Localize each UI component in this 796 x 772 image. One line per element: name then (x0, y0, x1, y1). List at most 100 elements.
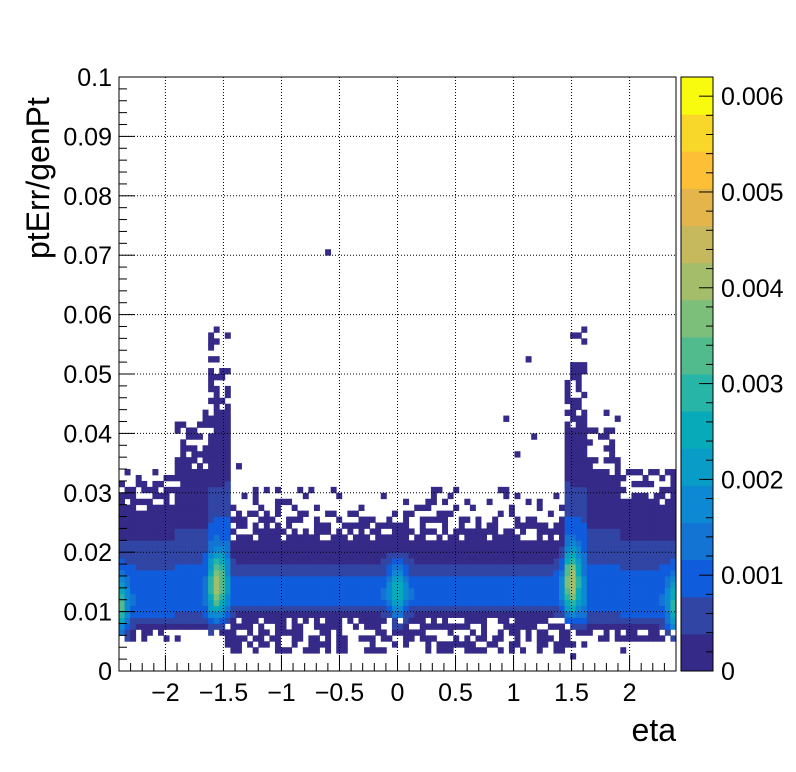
heatmap-cell (330, 510, 337, 517)
heatmap-cell (497, 575, 504, 583)
heatmap-cell (648, 593, 655, 601)
heatmap-cell (536, 641, 543, 648)
heatmap-cell (436, 570, 443, 577)
heatmap-cell (146, 599, 153, 607)
heatmap-cell (637, 469, 643, 476)
heatmap-cell (191, 528, 198, 535)
heatmap-cell (486, 552, 493, 559)
heatmap-cell (564, 451, 571, 458)
heatmap-cell (286, 516, 293, 523)
heatmap-cell (419, 534, 426, 541)
heatmap-cell (403, 546, 410, 553)
heatmap-cell (453, 635, 460, 642)
heatmap-cell (664, 469, 671, 476)
heatmap-cell (631, 558, 638, 565)
heatmap-cell (269, 617, 276, 624)
heatmap-cell (202, 599, 209, 607)
heatmap-cell (308, 599, 315, 607)
heatmap-cell (397, 593, 404, 601)
heatmap-cell (130, 617, 137, 624)
heatmap-cell (230, 504, 237, 512)
heatmap-cell (291, 611, 298, 618)
heatmap-cell (469, 599, 476, 607)
heatmap-cell (180, 552, 187, 559)
heatmap-cell (319, 540, 326, 547)
heatmap-cell (152, 617, 159, 624)
heatmap-cell (464, 587, 471, 595)
heatmap-cell (380, 575, 387, 583)
heatmap-cell (653, 546, 660, 553)
heatmap-cell (670, 498, 677, 506)
heatmap-cell (196, 433, 203, 440)
heatmap-cell (592, 486, 599, 494)
heatmap-cell (598, 635, 604, 642)
heatmap-cell (386, 540, 393, 547)
heatmap-cell (419, 593, 426, 601)
heatmap-cell (252, 540, 259, 547)
heatmap-cell (263, 599, 270, 607)
heatmap-cell (648, 498, 655, 506)
heatmap-cell (564, 617, 571, 624)
heatmap-cell (603, 492, 610, 500)
heatmap-cell (202, 415, 209, 422)
heatmap-cell (347, 599, 354, 607)
heatmap-cell (219, 617, 226, 624)
heatmap-cell (598, 474, 604, 482)
heatmap-cell (653, 605, 660, 612)
heatmap-cell (464, 564, 471, 571)
y-tick-label: 0.09 (63, 123, 112, 151)
heatmap-cell (620, 552, 627, 559)
heatmap-cell (458, 570, 465, 577)
heatmap-cell (586, 552, 593, 559)
heatmap-cell (163, 546, 170, 553)
heatmap-cell (169, 504, 176, 512)
heatmap-cell (614, 492, 621, 500)
heatmap-cell (146, 623, 153, 630)
heatmap-cell (247, 605, 254, 612)
heatmap-cell (352, 564, 359, 571)
heatmap-cell (157, 492, 164, 500)
heatmap-cell (559, 504, 565, 512)
heatmap-cell (436, 546, 443, 553)
heatmap-cell (146, 510, 153, 517)
heatmap-cell (609, 451, 616, 458)
heatmap-cell (492, 599, 499, 607)
heatmap-cell (575, 397, 582, 405)
heatmap-cell (620, 498, 627, 506)
heatmap-cell (442, 564, 449, 571)
heatmap-cell (130, 575, 137, 583)
heatmap-cell (313, 528, 320, 535)
heatmap-cell (575, 433, 582, 440)
heatmap-cell (475, 605, 482, 612)
heatmap-cell (163, 540, 170, 547)
heatmap-cell (235, 641, 242, 648)
heatmap-cell (586, 570, 593, 577)
heatmap-cell (492, 516, 499, 523)
heatmap-cell (559, 540, 565, 547)
heatmap-cell (308, 570, 315, 577)
heatmap-cell (235, 575, 242, 583)
heatmap-cell (603, 457, 610, 464)
heatmap-cell (631, 635, 638, 642)
heatmap-cell (481, 635, 488, 642)
heatmap-cell (531, 617, 538, 624)
heatmap-cell (391, 623, 398, 630)
heatmap-cell (497, 611, 504, 618)
heatmap-cell (414, 605, 421, 612)
heatmap-cell (252, 552, 259, 559)
heatmap-cell (620, 528, 627, 535)
heatmap-cell (180, 510, 187, 517)
heatmap-cell (330, 534, 337, 541)
heatmap-cell (330, 617, 337, 624)
heatmap-cell (547, 623, 554, 630)
heatmap-cell (196, 528, 203, 535)
heatmap-cell (280, 498, 287, 506)
heatmap-cell (130, 522, 137, 529)
heatmap-cell (614, 575, 621, 583)
heatmap-cell (258, 575, 265, 583)
x-tick-label: −2 (151, 679, 180, 707)
heatmap-cell (547, 552, 554, 559)
heatmap-cell (213, 617, 220, 624)
heatmap-cell (492, 605, 499, 612)
heatmap-cell (325, 605, 332, 612)
